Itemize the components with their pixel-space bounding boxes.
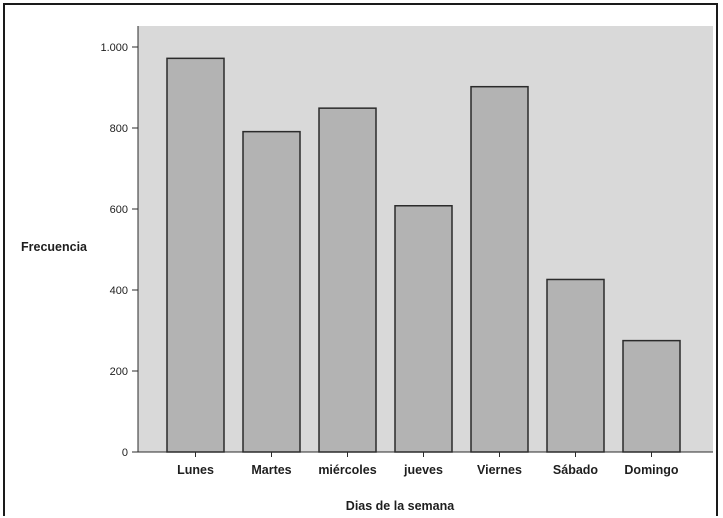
- bar-viernes: [470, 85, 529, 453]
- x-tick-label: Martes: [251, 463, 291, 477]
- y-tick-label: 400: [110, 285, 128, 297]
- y-tick-label: 600: [110, 204, 128, 216]
- x-axis-title: Dias de la semana: [346, 499, 455, 513]
- y-tick-label: 800: [110, 123, 128, 135]
- x-tick-label: jueves: [403, 463, 443, 477]
- bar-sábado: [546, 278, 605, 453]
- bar-chart: 0 200 400 600 800 1.000 Lunes Martes miércoles j…: [21, 26, 713, 513]
- bars-group: [166, 57, 681, 453]
- bar-martes: [242, 130, 301, 453]
- x-tick-label: miércoles: [318, 463, 376, 477]
- bar-jueves: [394, 205, 453, 453]
- x-tick-label: Viernes: [477, 463, 522, 477]
- x-tick-label: Domingo: [624, 463, 679, 477]
- y-tick-label: 1.000: [100, 42, 128, 54]
- y-axis: 0 200 400 600 800 1.000: [100, 26, 139, 459]
- chart-frame: 0 200 400 600 800 1.000 Lunes Martes miércoles j…: [3, 3, 718, 516]
- y-tick-label: 200: [110, 366, 128, 378]
- y-tick-label: 0: [122, 447, 128, 459]
- bar-domingo: [622, 339, 681, 453]
- bar-lunes: [166, 57, 225, 453]
- bar-miércoles: [318, 107, 377, 453]
- x-tick-label: Lunes: [177, 463, 214, 477]
- x-tick-label: Sábado: [553, 463, 599, 477]
- x-axis: Lunes Martes miércoles jueves Viernes Sábado D…: [138, 451, 713, 477]
- y-axis-title: Frecuencia: [21, 240, 88, 254]
